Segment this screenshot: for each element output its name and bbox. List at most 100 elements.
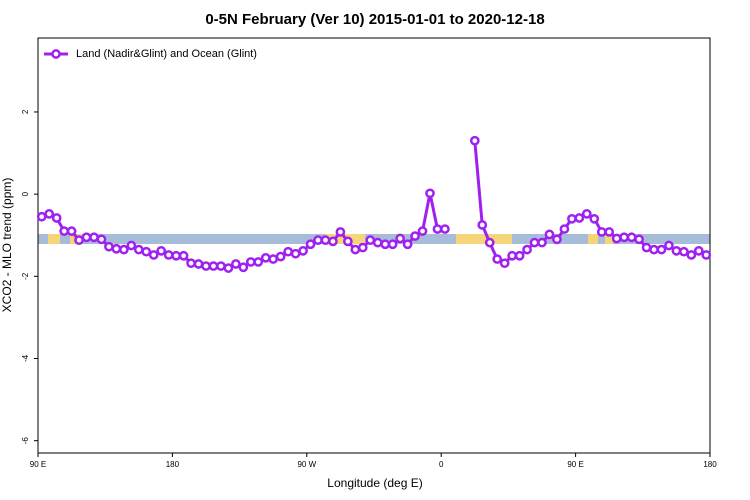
data-point [679,246,689,257]
data-point [133,244,144,255]
data-point [343,236,353,247]
data-point [410,231,420,241]
data-point [51,213,62,223]
data-point [537,237,547,248]
data-point [231,259,241,269]
data-point [365,235,376,246]
data-point [664,240,674,251]
data-point [201,261,211,271]
data-point [66,226,77,236]
data-point [544,229,555,240]
legend-label: Land (Nadir&Glint) and Ocean (Glint) [76,48,257,60]
y-tick-label: 0 [21,191,30,196]
data-point [425,188,435,199]
data-point [89,232,99,243]
data-point [119,244,129,255]
data-point [380,239,391,250]
data-point [693,245,704,256]
data-point [395,233,405,244]
data-point [469,135,480,146]
data-point [514,250,525,261]
data-point [626,232,637,243]
data-point [36,211,47,222]
data-point [499,258,510,269]
data-point [298,245,308,256]
data-point [305,239,316,250]
data-point [156,245,167,256]
data-point [649,244,659,255]
data-point [477,220,488,230]
y-tick-label: -2 [21,272,30,280]
data-point [552,234,562,245]
data-point [141,246,152,257]
data-point [163,250,174,260]
data-point [126,240,137,251]
data-point [253,257,264,267]
data-point [634,234,644,245]
data-point [260,252,271,263]
data-point [350,244,361,255]
data-point [387,239,398,250]
data-point [81,232,92,243]
data-point [357,242,368,253]
data-point [111,243,122,254]
data-point [589,213,600,224]
data-point [492,254,503,264]
data-point [283,246,293,257]
data-point [611,233,622,244]
data-point [104,241,114,252]
data-point [581,209,592,219]
x-tick-label: 180 [166,460,180,469]
data-point [522,244,532,255]
data-point [671,245,682,256]
x-axis-label: Longitude (deg E) [327,476,422,490]
x-tick-label: 90 W [297,460,316,469]
data-point [59,226,69,236]
data-point [44,209,55,219]
data-point [313,235,323,246]
data-point [417,226,428,236]
data-point [148,250,159,260]
data-point [193,259,204,269]
data-point [372,237,383,248]
data-point [701,250,712,260]
data-point [335,227,346,237]
data-point [574,213,585,223]
data-point [440,224,450,234]
y-tick-label: -4 [21,354,30,362]
data-point [245,257,256,267]
x-tick-label: 0 [439,460,444,469]
legend-marker [51,49,61,59]
data-point [641,242,652,253]
plot-frame [37,37,711,454]
data-point [268,254,279,264]
data-point [529,237,540,248]
data-point [223,263,234,273]
data-point [567,213,577,224]
x-tick-label: 90 E [567,460,583,469]
data-point [507,250,517,261]
data-point [484,237,495,248]
data-point [186,258,196,269]
data-point [216,261,226,271]
chart-title: 0-5N February (Ver 10) 2015-01-01 to 202… [205,11,544,28]
data-point [656,244,667,255]
x-tick-label: 180 [703,460,717,469]
data-point [402,239,413,250]
data-point [619,232,629,243]
data-point [559,224,570,234]
land-band [605,234,613,244]
land-band [456,234,512,244]
data-point [328,236,338,247]
y-tick-label: -6 [21,437,30,445]
data-point [596,227,607,237]
data-point [604,227,615,237]
land-band [588,234,598,244]
data-point [686,250,697,260]
y-tick-label: 2 [21,109,30,114]
land-band [48,234,60,244]
data-point [171,250,181,261]
data-point [74,235,84,246]
x-tick-label: 90 E [30,460,46,469]
data-point [238,262,249,273]
